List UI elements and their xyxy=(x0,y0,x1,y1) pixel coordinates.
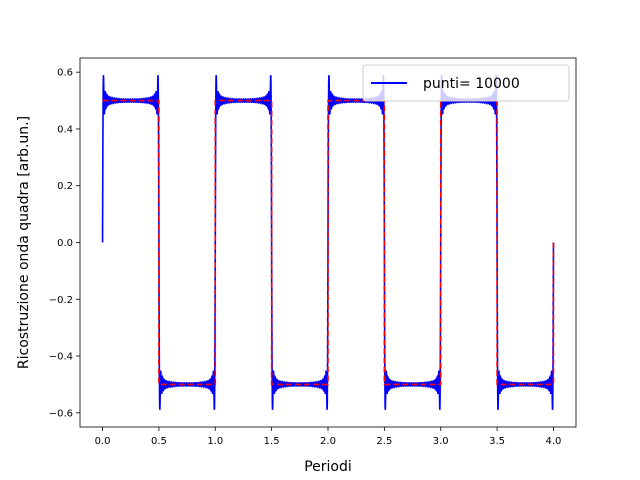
x-tick-label: 3.5 xyxy=(489,436,505,447)
x-tick-label: 2.0 xyxy=(320,436,336,447)
y-tick-label: 0.6 xyxy=(57,68,73,79)
y-tick-label: 0.0 xyxy=(57,238,73,249)
y-axis-label: Ricostruzione onda quadra [arb.un.] xyxy=(16,116,32,369)
y-tick-label: 0.2 xyxy=(57,181,73,192)
x-tick-label: 2.5 xyxy=(376,436,392,447)
x-tick-label: 4.0 xyxy=(546,436,562,447)
x-tick-label: 1.0 xyxy=(207,436,223,447)
x-tick-label: 3.0 xyxy=(433,436,449,447)
y-tick-label: 0.4 xyxy=(57,124,73,135)
y-axis: −0.6 −0.4 −0.2 0.0 0.2 0.4 0.6 xyxy=(49,68,80,419)
x-tick-label: 0.0 xyxy=(95,436,111,447)
legend-box xyxy=(362,64,570,102)
y-tick-label: −0.2 xyxy=(49,295,73,306)
y-tick-label: −0.6 xyxy=(49,408,73,419)
x-tick-label: 0.5 xyxy=(151,436,167,447)
x-axis-label: Periodi xyxy=(304,459,352,475)
legend: punti= 10000 xyxy=(362,64,570,102)
x-tick-label: 1.5 xyxy=(264,436,280,447)
legend-label: punti= 10000 xyxy=(423,76,520,92)
x-axis: 0.0 0.5 1.0 1.5 2.0 2.5 3.0 3.5 4.0 xyxy=(95,427,562,447)
y-tick-label: −0.4 xyxy=(49,352,73,363)
series-line-ideal-square-wave xyxy=(102,99,555,386)
